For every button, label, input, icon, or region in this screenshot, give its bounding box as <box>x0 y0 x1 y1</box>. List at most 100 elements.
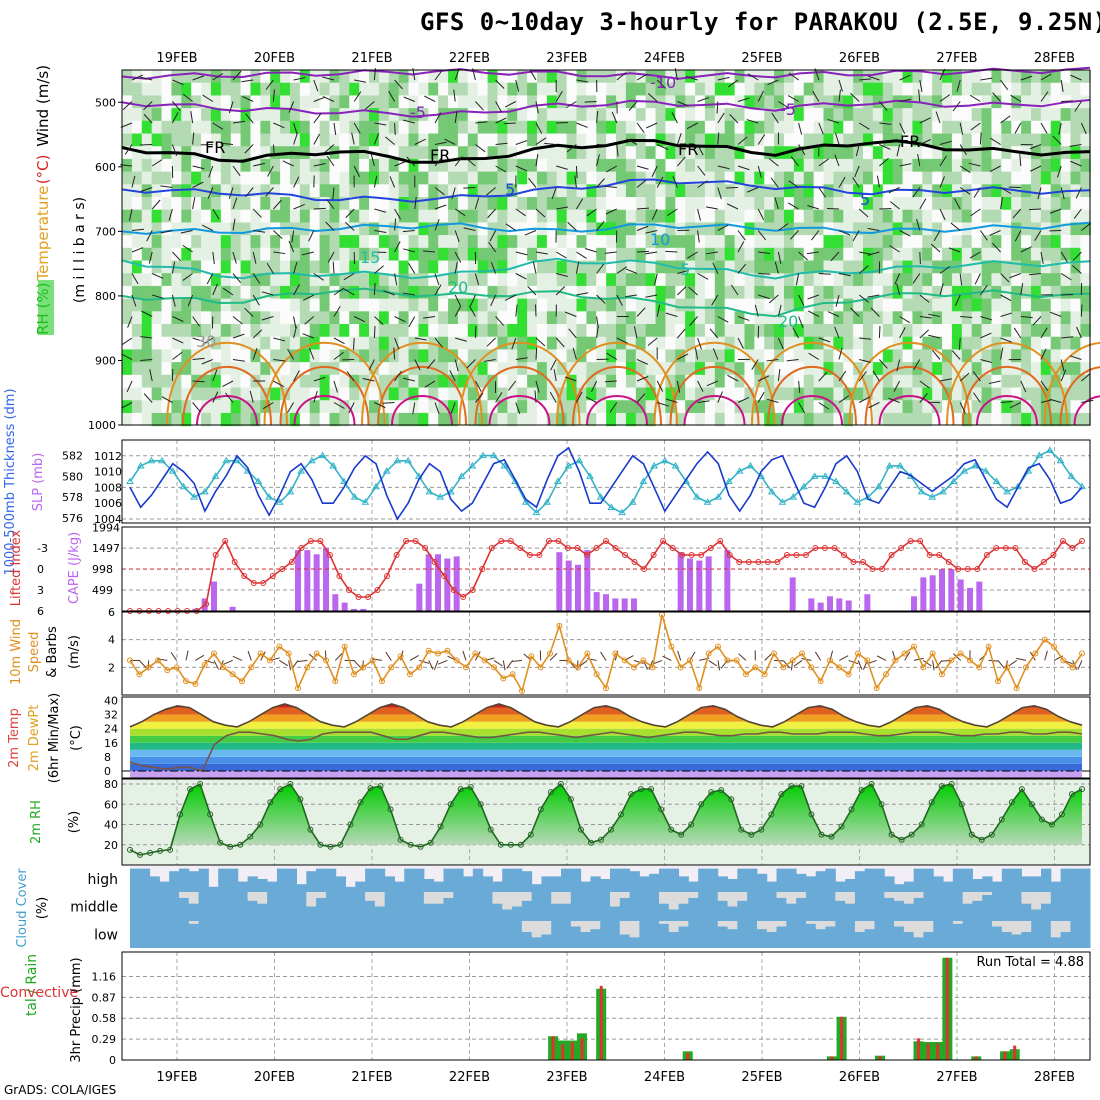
rh-cell <box>606 311 617 325</box>
rh-line-point <box>928 799 935 806</box>
wind-barb <box>838 89 841 102</box>
cloud-gap <box>727 892 738 907</box>
cloud-cell <box>649 873 660 892</box>
rh-cell <box>833 247 844 262</box>
boundary-isotherm <box>781 394 843 426</box>
cloud-cell <box>688 881 699 892</box>
rh-cell <box>734 146 746 160</box>
thickness-line-point <box>981 467 990 474</box>
cloud-cell <box>384 876 395 892</box>
cloud-cell <box>237 881 249 892</box>
cloud-cell <box>178 897 190 921</box>
rh-cell <box>122 412 133 427</box>
cloud-cell <box>737 921 748 948</box>
rh-cell <box>191 273 202 287</box>
cloud-gap <box>913 921 924 938</box>
wind-barb <box>872 370 880 382</box>
wind-barb <box>798 122 803 135</box>
wind-barb <box>625 268 638 274</box>
rh-cell <box>349 184 360 198</box>
rh-cell <box>556 349 568 363</box>
cape-bar <box>957 579 964 611</box>
wind-barb <box>1069 355 1082 360</box>
rh-cell <box>843 387 854 401</box>
rh-cell <box>280 285 291 300</box>
rh-cell <box>932 120 943 135</box>
rh-cell <box>477 70 489 84</box>
rh-cell <box>280 82 291 96</box>
rh-cell <box>596 311 607 325</box>
rh-cell <box>122 349 133 363</box>
wind-barb <box>834 154 840 167</box>
surface-wind-barb <box>1077 660 1083 670</box>
wind-barb <box>266 262 274 274</box>
wind-barb <box>838 230 851 236</box>
rh-cell <box>734 285 746 300</box>
rh-cell <box>616 235 627 249</box>
cloud-cell <box>1031 921 1042 948</box>
rh-cell <box>606 209 617 223</box>
rh-cell <box>131 412 143 427</box>
rh-cell <box>892 324 904 338</box>
wind-barb <box>146 230 153 242</box>
temp-frame <box>121 696 1091 779</box>
rh-line-point <box>337 841 344 848</box>
rh-cell <box>536 298 548 312</box>
rh-cell <box>645 247 657 262</box>
temp-unit: (°C) <box>69 725 84 751</box>
pressure-tick: 500 <box>95 96 116 109</box>
rh-cell <box>428 412 439 427</box>
wind-barb <box>549 391 557 403</box>
rh-cell <box>596 120 607 135</box>
wind-barb <box>333 122 337 135</box>
rh-cell <box>536 324 548 338</box>
rh-cell <box>685 235 696 249</box>
wind-speed-line-point <box>985 643 992 650</box>
rh-cell <box>961 209 973 223</box>
rh-cell <box>863 260 874 274</box>
cloud-cell <box>835 900 846 921</box>
wind-speed-line-point <box>920 664 927 671</box>
rh-cell <box>606 235 617 249</box>
rh-cell <box>220 324 232 338</box>
rh-cell <box>398 222 410 236</box>
rh-cell <box>556 82 568 96</box>
rh-cell <box>359 362 370 376</box>
cloud-cell <box>982 894 993 921</box>
rh-line-point <box>387 806 394 813</box>
rh-cell <box>122 235 133 249</box>
wind-barb <box>726 203 739 210</box>
wind-barb <box>293 122 298 135</box>
cloud-cell <box>649 892 660 921</box>
thickness-line-point <box>586 472 594 479</box>
cloud-cell <box>639 876 650 892</box>
rh-line-point <box>127 846 133 853</box>
rh-cell <box>319 184 331 198</box>
rh-cell <box>704 349 716 363</box>
cloud-cell <box>913 897 924 921</box>
rh-cell <box>734 260 746 274</box>
rh-cell <box>645 209 657 223</box>
rh-cell <box>645 311 657 325</box>
wind-barb <box>465 157 476 167</box>
rh-cell <box>250 133 261 147</box>
cape-bar <box>808 598 815 611</box>
rh-cell <box>655 298 667 312</box>
rh-cell <box>833 260 844 274</box>
rh-cell <box>546 197 558 211</box>
rh-cell <box>1070 285 1081 300</box>
wind-barb <box>705 251 718 255</box>
wind-barb <box>345 208 355 218</box>
cloud-gap <box>423 892 435 904</box>
wind-barb <box>939 208 946 221</box>
rh-cell <box>309 146 321 160</box>
thickness-line-point <box>136 461 145 469</box>
rh-cell <box>616 285 627 300</box>
rh-cell <box>823 70 834 84</box>
surface-wind-barb <box>764 653 773 661</box>
rh-cell <box>793 285 805 300</box>
wind-barb <box>697 144 704 156</box>
rh-cell <box>201 324 212 338</box>
rh-cell <box>961 273 973 287</box>
rh-cell <box>951 235 963 249</box>
